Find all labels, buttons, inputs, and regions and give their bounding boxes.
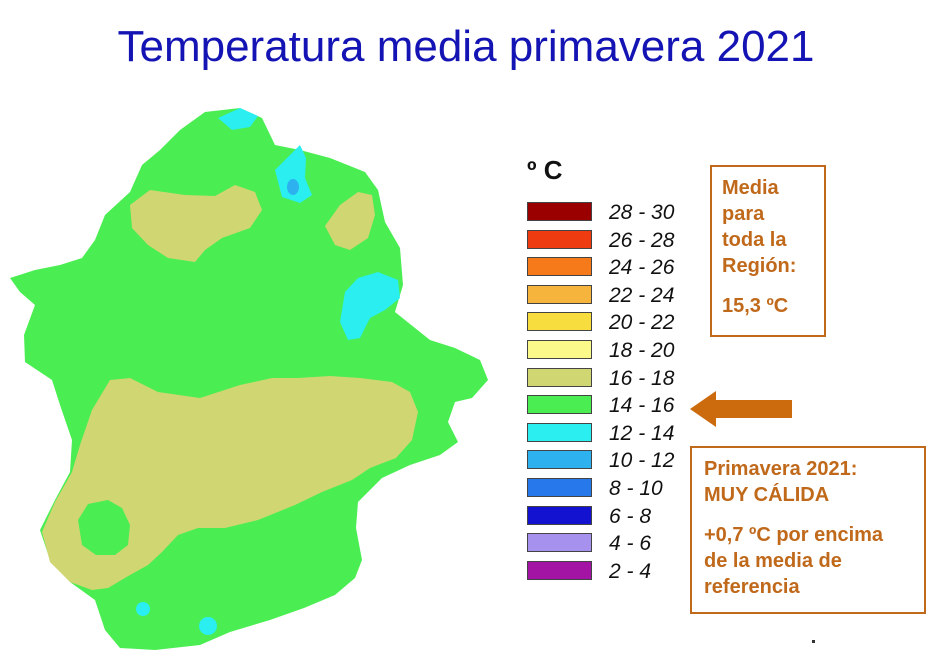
legend-label: 10 - 12 xyxy=(609,449,675,473)
season-summary-line-2: MUY CÁLIDA xyxy=(704,484,830,506)
legend-label: 22 - 24 xyxy=(609,283,675,307)
legend-label: 16 - 18 xyxy=(609,366,675,390)
legend-label: 28 - 30 xyxy=(609,201,675,224)
legend-label: 18 - 20 xyxy=(609,339,675,362)
season-summary-line-3: +0,7 ºC por encima xyxy=(704,524,884,546)
zone-16-18-south xyxy=(42,376,418,590)
legend-item: 2 - 4 xyxy=(525,559,695,583)
legend-label: 2 - 4 xyxy=(609,559,652,583)
legend-swatch xyxy=(527,560,592,580)
legend-swatch xyxy=(527,312,592,332)
legend-label: 26 - 28 xyxy=(609,228,675,252)
legend-swatch xyxy=(527,533,592,553)
region-mean-line-3: toda la xyxy=(722,229,787,251)
legend-swatch xyxy=(527,422,592,442)
decorative-dot xyxy=(812,640,815,643)
left-arrow-icon xyxy=(690,391,792,427)
legend-label: 8 - 10 xyxy=(609,477,663,500)
season-summary-line-4: de la media de xyxy=(704,550,842,572)
legend-label: 14 - 16 xyxy=(609,394,675,418)
season-summary-box: Primavera 2021: MUY CÁLIDA +0,7 ºC por e… xyxy=(690,446,926,614)
zone-12-14-east-lake xyxy=(340,272,400,340)
legend-swatch xyxy=(527,450,592,470)
legend-swatch xyxy=(527,395,592,415)
legend-label: 6 - 8 xyxy=(609,504,652,528)
season-summary-line-1: Primavera 2021: xyxy=(704,458,858,480)
zone-16-18-northeast xyxy=(325,192,375,250)
legend-swatch xyxy=(527,284,592,304)
legend-unit: º C xyxy=(527,155,563,185)
legend-item: 28 - 30 xyxy=(525,200,695,224)
season-summary-line-5: referencia xyxy=(704,576,800,598)
legend-item: 26 - 28 xyxy=(525,228,695,252)
legend-swatch xyxy=(527,340,592,359)
legend-swatch xyxy=(527,202,592,221)
legend-label: 12 - 14 xyxy=(609,421,675,445)
page-title: Temperatura media primavera 2021 xyxy=(117,22,815,71)
region-mean-line-4: Región: xyxy=(722,255,797,277)
temperature-map xyxy=(10,108,488,650)
legend-label: 24 - 26 xyxy=(609,256,675,280)
region-mean-line-1: Media xyxy=(722,177,779,199)
region-mean-box: Media para toda la Región: 15,3 ºC xyxy=(710,165,826,337)
legend-swatch xyxy=(527,257,592,277)
arrow-shape xyxy=(690,391,792,427)
legend-item: 10 - 12 xyxy=(525,448,695,472)
legend-item: 6 - 8 xyxy=(525,504,695,528)
region-mean-line-2: para xyxy=(722,203,765,225)
legend-item: 12 - 14 xyxy=(525,421,695,445)
legend-swatch xyxy=(527,229,592,249)
legend-item: 14 - 16 xyxy=(525,393,695,417)
zone-14-16-south-island xyxy=(78,500,130,555)
zone-10-12-north-spot xyxy=(287,179,299,195)
legend-swatch xyxy=(527,505,592,525)
zone-12-14-northeast-strip xyxy=(275,145,312,203)
legend-swatch xyxy=(527,367,592,387)
legend-item: 24 - 26 xyxy=(525,255,695,279)
zone-12-14-south-spot-2 xyxy=(199,617,217,635)
legend-item: 8 - 10 xyxy=(525,476,695,500)
zone-16-18-north xyxy=(130,185,262,262)
legend-label: 4 - 6 xyxy=(609,532,652,556)
legend-label: 20 - 22 xyxy=(609,311,675,335)
legend-item: 4 - 6 xyxy=(525,531,695,555)
legend-item: 18 - 20 xyxy=(525,338,695,362)
legend-swatch xyxy=(527,478,592,497)
region-mean-value: 15,3 ºC xyxy=(722,295,789,317)
legend-item: 22 - 24 xyxy=(525,283,695,307)
legend-item: 20 - 22 xyxy=(525,310,695,334)
zone-12-14-north xyxy=(218,108,258,130)
legend-item: 16 - 18 xyxy=(525,366,695,390)
zone-12-14-south-spot-1 xyxy=(136,602,150,616)
